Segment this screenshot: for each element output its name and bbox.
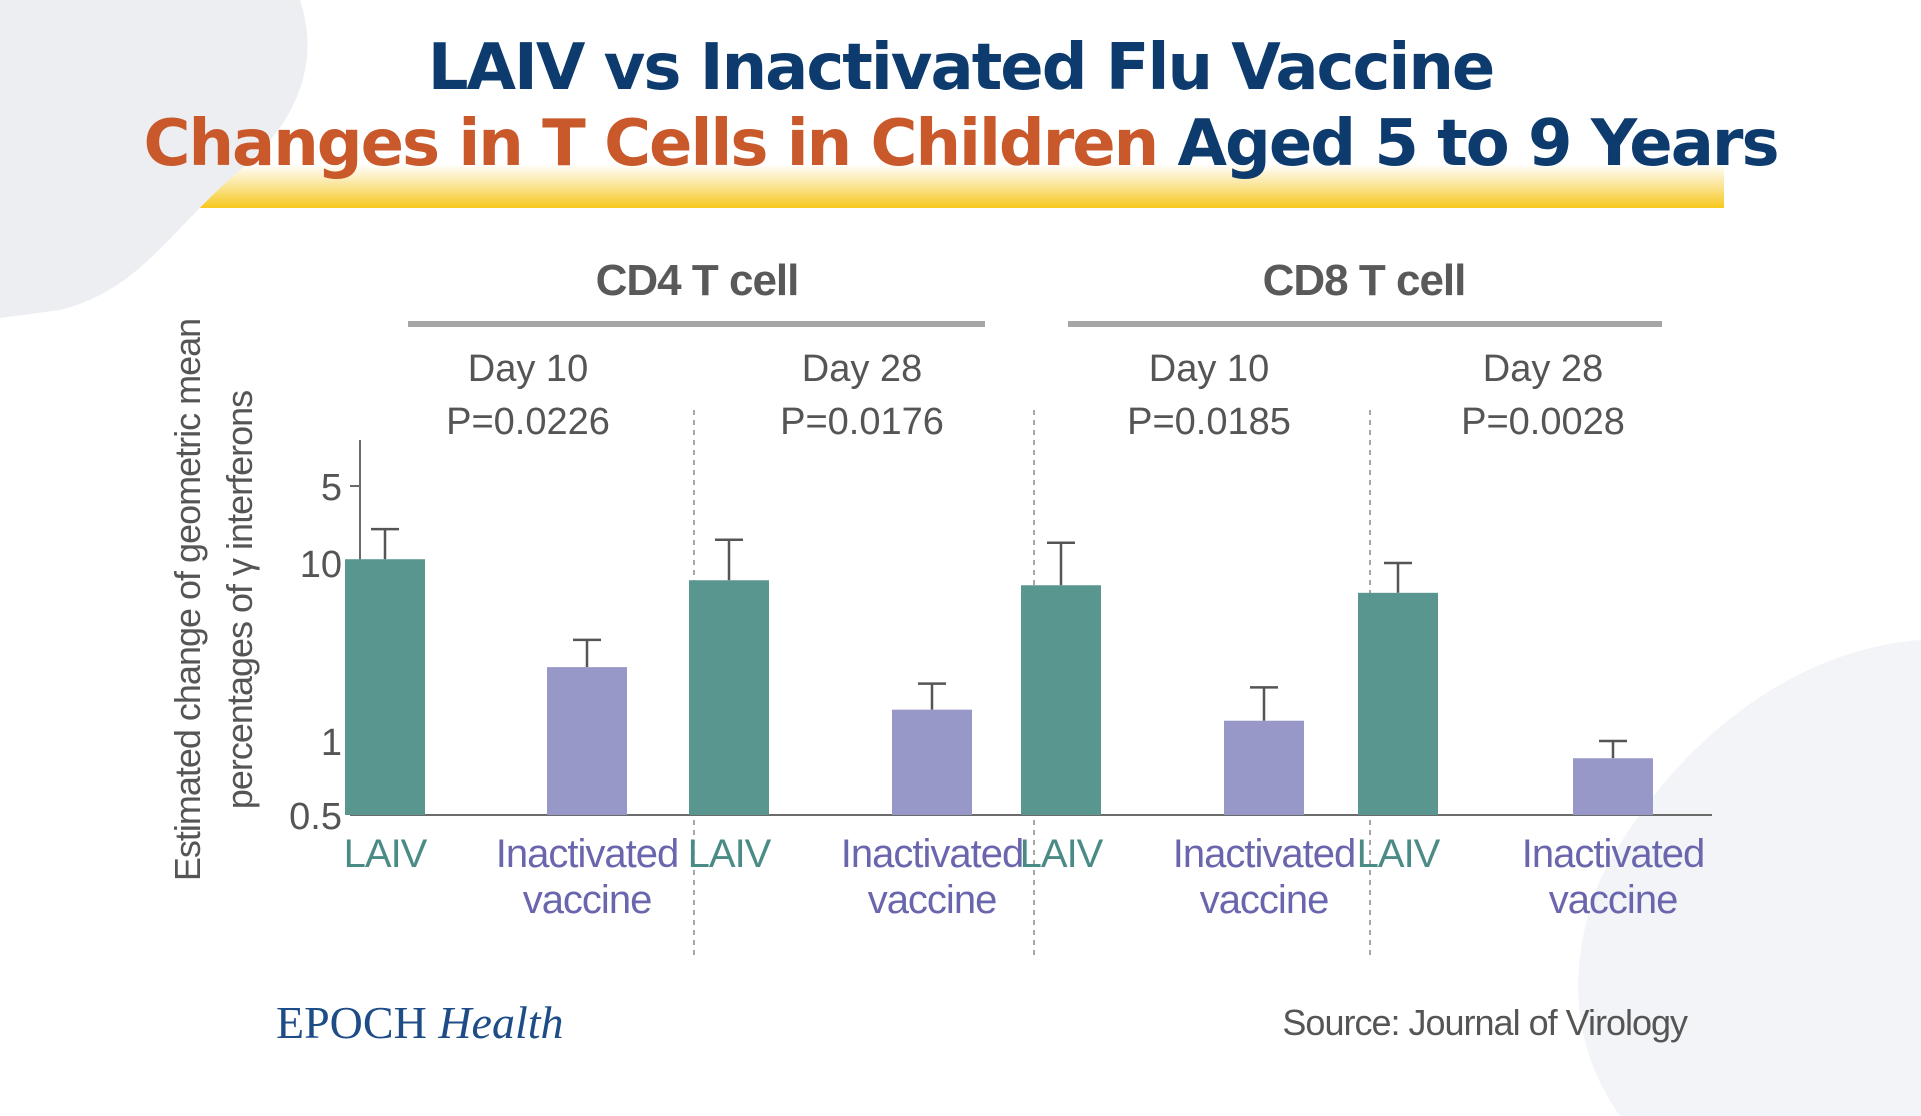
epoch-health-logo: EPOCH Health [276, 996, 564, 1049]
bar-laiv [689, 580, 769, 815]
category-label-inactivated: Inactivated [496, 832, 678, 876]
category-label-laiv: LAIV [344, 832, 428, 876]
bar-laiv [1021, 585, 1101, 815]
logo-main: EPOCH [276, 997, 427, 1048]
group-header: CD4 T cell [596, 256, 799, 305]
title-line-1: LAIV vs Inactivated Flu Vaccine [427, 31, 1496, 105]
y-tick-label: 1 [321, 722, 342, 764]
y-tick-label: 5 [321, 467, 342, 509]
panel-day-label: Day 10 [468, 348, 588, 390]
panel-p-value: P=0.0226 [446, 401, 610, 443]
category-label-inactivated-line2: vaccine [868, 878, 997, 922]
panel-p-value: P=0.0176 [780, 401, 944, 443]
bar-inactivated [892, 709, 972, 815]
bar-inactivated [1224, 720, 1304, 815]
panel-p-value: P=0.0185 [1127, 401, 1291, 443]
group-header: CD8 T cell [1263, 256, 1466, 305]
logo-italic: Health [438, 997, 564, 1048]
title-highlight-text: Changes in T Cells in Children [143, 107, 1159, 181]
category-label-laiv: LAIV [1020, 832, 1104, 876]
y-axis-label-line1: Estimated change of geometric mean [167, 319, 208, 881]
chart-title: LAIV vs Inactivated Flu Vaccine Changes … [0, 30, 1921, 182]
category-label-inactivated: Inactivated [841, 832, 1023, 876]
y-tick-label: 0.5 [289, 796, 342, 838]
y-tick-label: 10 [300, 544, 342, 586]
category-label-inactivated-line2: vaccine [523, 878, 652, 922]
category-label-inactivated: Inactivated [1173, 832, 1355, 876]
category-label-inactivated-line2: vaccine [1200, 878, 1329, 922]
panel-day-label: Day 10 [1149, 348, 1269, 390]
panel-day-label: Day 28 [1483, 348, 1603, 390]
panel-p-value: P=0.0028 [1461, 401, 1625, 443]
category-label-inactivated-line2: vaccine [1549, 878, 1678, 922]
category-label-inactivated: Inactivated [1522, 832, 1704, 876]
bar-inactivated [547, 667, 627, 815]
title-line-2: Changes in T Cells in Children Aged 5 to… [0, 106, 1921, 182]
bar-laiv [345, 559, 425, 815]
panel-day-label: Day 28 [802, 348, 922, 390]
bar-laiv [1358, 592, 1438, 815]
source-note: Source: Journal of Virology [1282, 1002, 1688, 1043]
y-axis-label-line2: percentages of γ interferons [219, 391, 260, 809]
title-rest-text: Aged 5 to 9 Years [1157, 107, 1780, 181]
category-label-laiv: LAIV [1357, 832, 1441, 876]
bar-inactivated [1573, 758, 1653, 815]
category-label-laiv: LAIV [688, 832, 772, 876]
